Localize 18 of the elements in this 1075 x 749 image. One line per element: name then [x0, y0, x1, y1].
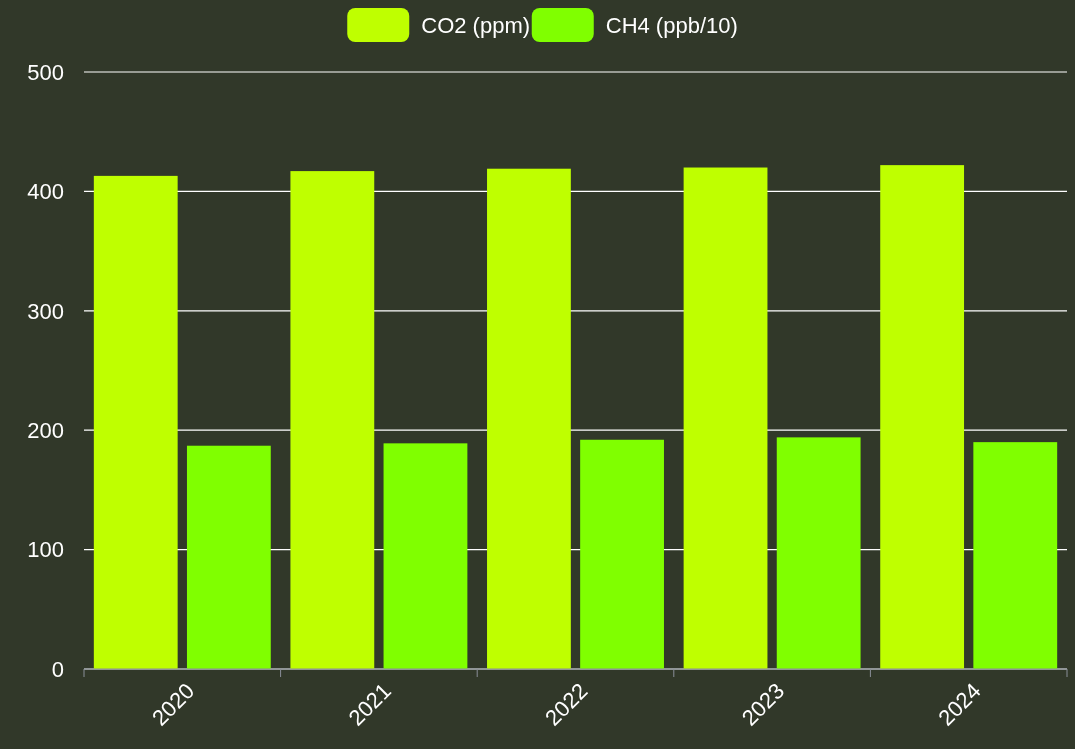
y-tick-label: 400 — [27, 179, 64, 205]
bar — [186, 445, 271, 669]
bar — [880, 165, 965, 669]
bar — [93, 175, 178, 669]
bar — [973, 442, 1058, 669]
legend-label: CO2 (ppm) — [421, 12, 531, 38]
bar — [383, 443, 468, 669]
y-tick-label: 200 — [27, 417, 64, 443]
bar — [776, 437, 861, 669]
bar — [290, 171, 375, 669]
y-tick-label: 300 — [27, 298, 64, 324]
y-tick-label: 0 — [51, 656, 64, 682]
legend-label: CH4 (ppb/10) — [605, 12, 738, 38]
bar — [683, 167, 768, 669]
y-tick-label: 100 — [27, 537, 64, 563]
bar — [580, 439, 664, 669]
y-tick-label: 500 — [27, 59, 64, 85]
bar — [487, 168, 571, 669]
